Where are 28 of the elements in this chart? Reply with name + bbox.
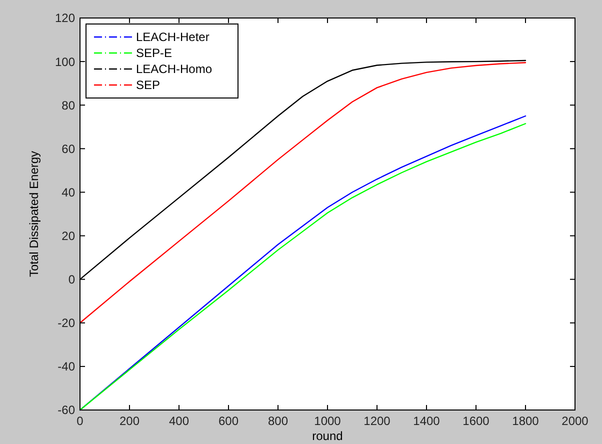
- x-tick-label: 400: [168, 414, 190, 428]
- y-tick-label: 20: [62, 228, 76, 243]
- y-tick-label: 0: [68, 272, 76, 287]
- x-axis-title: round: [312, 429, 343, 443]
- legend-label: SEP-E: [136, 46, 172, 60]
- x-tick-label: 1400: [413, 414, 440, 428]
- y-tick-label: 80: [62, 98, 76, 112]
- y-tick-label: 60: [62, 142, 76, 156]
- x-tick-label: 1600: [462, 414, 490, 428]
- x-tick-label: 1000: [314, 414, 342, 428]
- legend-label: SEP: [136, 78, 160, 92]
- y-tick-label: 100: [54, 54, 76, 69]
- y-tick-label: -20: [58, 316, 76, 330]
- y-tick-label: -60: [58, 403, 76, 418]
- x-tick-label: 1200: [364, 414, 391, 428]
- y-axis-title: Total Dissipated Energy: [27, 150, 41, 278]
- x-tick-label: 1800: [512, 414, 540, 428]
- y-tick-label: 120: [54, 11, 76, 26]
- legend-label: LEACH-Heter: [136, 30, 210, 44]
- y-tick-label: -40: [58, 360, 76, 374]
- x-tick-label: 0: [76, 414, 84, 428]
- y-tick-label: 40: [62, 185, 76, 200]
- x-tick-label: 800: [268, 414, 288, 428]
- line-series: [79, 62, 526, 324]
- legend-label: LEACH-Homo: [136, 62, 212, 76]
- x-tick-label: 2000: [562, 414, 589, 428]
- x-tick-label: 200: [119, 414, 140, 428]
- x-tick-label: 600: [218, 414, 239, 428]
